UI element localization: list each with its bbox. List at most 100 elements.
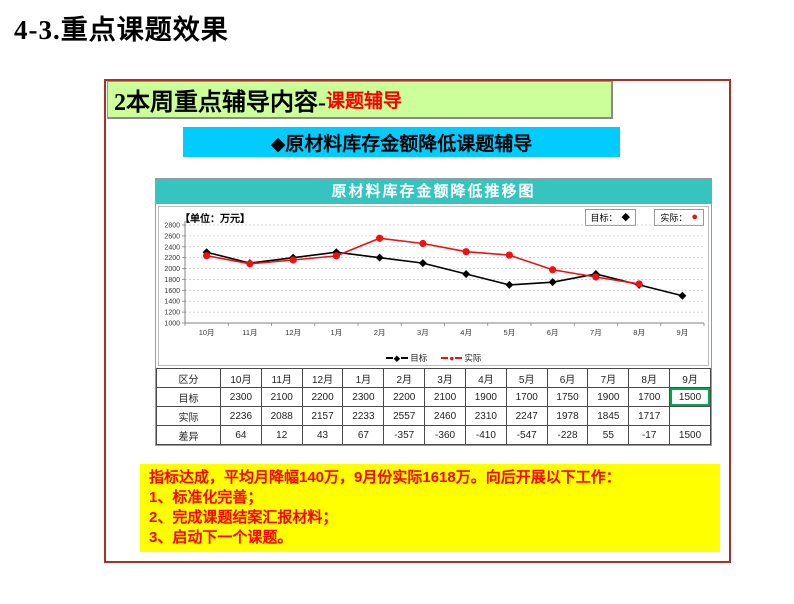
- table-cell: 1845: [587, 406, 630, 426]
- table-cell: 64: [220, 425, 262, 445]
- table-cell: 2200: [383, 387, 426, 407]
- unit-label: 【单位：万元】: [180, 214, 250, 225]
- actual-data-point: [203, 252, 211, 260]
- actual-circle-glyph-icon: ●: [449, 353, 455, 363]
- actual-data-point: [549, 266, 557, 274]
- table-cell: 12: [260, 425, 303, 445]
- table-cell: 2310: [464, 406, 507, 426]
- target-data-point: [548, 278, 557, 287]
- target-data-point: [505, 280, 514, 289]
- table-row-label: 实际: [156, 406, 221, 426]
- bottom-legend-target: ◆ 目标: [385, 352, 428, 364]
- table-header-cell: 11月: [260, 368, 303, 388]
- legend-actual: 实际： ●: [654, 209, 704, 226]
- y-tick-label: 1000: [164, 321, 180, 328]
- target-diamond-marker-icon: ◆: [621, 211, 630, 223]
- chart-bottom-legend: ◆ 目标 ● 实际: [159, 352, 708, 364]
- table-cell: 2300: [342, 387, 385, 407]
- table-cell: 1750: [546, 387, 589, 407]
- table-header-cell: 9月: [669, 368, 711, 388]
- table-header-cell: 10月: [220, 368, 262, 388]
- legend-actual-label: 实际：: [660, 213, 688, 223]
- x-tick-label: 11月: [242, 328, 257, 337]
- table-cell: 2300: [220, 387, 262, 407]
- x-tick-label: 6月: [547, 328, 559, 337]
- topic-title-bar: ◆原材料库存金额降低课题辅导: [183, 127, 620, 157]
- actual-data-point: [332, 252, 340, 260]
- table-row-label: 差异: [156, 425, 221, 445]
- x-tick-label: 1月: [331, 328, 343, 337]
- actual-line-icon: [455, 357, 463, 359]
- y-tick-label: 1200: [164, 310, 180, 317]
- table-header-cell: 8月: [628, 368, 671, 388]
- chart-block: 原材料库存金额降低推移图 【单位：万元】 目标： ◆ 实际： ● 1000 120…: [155, 178, 712, 446]
- bottom-legend-actual: ● 实际: [441, 352, 481, 364]
- plot-region: 【单位：万元】 目标： ◆ 实际： ● 1000 1200 1400 1600 1800…: [158, 206, 709, 366]
- table-cell: 2100: [260, 387, 303, 407]
- target-line-icon: [385, 357, 393, 359]
- x-tick-label: 2月: [374, 328, 386, 337]
- x-tick-label: 8月: [633, 328, 645, 337]
- table-cell: 2157: [301, 406, 344, 426]
- data-table-body: 区分 10月 11月 12月 1月 2月 3月 4月 5月 6月 7月 8月 9月 目标 2300 2100 2…: [156, 368, 711, 445]
- y-tick-label: 2400: [164, 244, 180, 251]
- table-header-cell: 4月: [464, 368, 507, 388]
- table-cell: -410: [464, 425, 507, 445]
- actual-data-point: [592, 273, 600, 281]
- table-header-cell: 5月: [505, 368, 548, 388]
- table-row: 实际 2236 2088 2157 2233 2557 2460 2310 2247 1978 18…: [156, 406, 711, 426]
- section-header: 2本周重点辅导内容- 课题辅导: [107, 81, 613, 119]
- target-diamond-glyph-icon: ◆: [393, 352, 401, 363]
- note-line-3: 2、完成课题结案汇报材料；: [149, 509, 338, 526]
- table-cell: 1700: [628, 387, 671, 407]
- target-data-point: [375, 253, 384, 262]
- legend-target-label: 目标：: [590, 213, 618, 223]
- note-line-1: 指标达成，平均月降幅140万，9月份实际1618万。向后开展以下工作：: [149, 469, 621, 486]
- content-panel: 2本周重点辅导内容- 课题辅导 ◆原材料库存金额降低课题辅导 原材料库存金额降低推…: [104, 79, 731, 563]
- legend-target: 目标： ◆: [584, 209, 636, 226]
- x-tick-label: 7月: [590, 328, 602, 337]
- table-header-cell: 3月: [424, 368, 466, 388]
- x-tick-label: 12月: [285, 328, 301, 337]
- actual-data-point: [376, 234, 384, 242]
- table-cell: 55: [587, 425, 630, 445]
- table-cell: 1978: [546, 406, 589, 426]
- note-line-2: 1、标准化完善；: [149, 489, 263, 506]
- table-cell: -228: [546, 425, 589, 445]
- y-tick-label: 2000: [164, 266, 180, 273]
- target-data-point: [678, 291, 687, 300]
- table-cell: -17: [628, 425, 671, 445]
- x-tick-label: 4月: [460, 328, 472, 337]
- table-cell: 2200: [301, 387, 344, 407]
- note-line-4: 3、启动下一个课题。: [149, 529, 293, 546]
- table-cell: 1717: [628, 406, 671, 426]
- chart-title: 原材料库存金额降低推移图: [156, 179, 711, 204]
- actual-data-point: [635, 280, 643, 288]
- bottom-legend-target-label: 目标: [410, 353, 428, 363]
- actual-data-point: [505, 251, 513, 259]
- table-header-cell: 2月: [383, 368, 426, 388]
- actual-data-point: [462, 248, 470, 256]
- table-corner-cell: 区分: [156, 368, 221, 388]
- table-cell: 2233: [342, 406, 385, 426]
- table-cell: 1500: [669, 425, 711, 445]
- table-cell: 43: [301, 425, 344, 445]
- x-tick-label: 9月: [677, 328, 689, 337]
- table-cell: [669, 406, 711, 426]
- table-row-label: 目标: [156, 387, 221, 407]
- section-header-text: 2本周重点辅导内容-: [114, 90, 326, 116]
- table-cell: 67: [342, 425, 385, 445]
- table-row: 差异 64 12 43 67 -357 -360 -410 -547 -228 55 -17 1500: [156, 425, 711, 445]
- table-header-cell: 7月: [587, 368, 630, 388]
- table-cell: 1900: [587, 387, 630, 407]
- table-cell: 2460: [424, 406, 466, 426]
- table-row: 目标 2300 2100 2200 2300 2200 2100 1900 1700 1750 19…: [156, 387, 711, 407]
- table-header-cell: 12月: [301, 368, 344, 388]
- page-title: 4-3.重点课题效果: [14, 15, 229, 45]
- x-tick-label: 5月: [504, 328, 516, 337]
- table-cell: -547: [505, 425, 548, 445]
- x-tick-label: 3月: [417, 328, 429, 337]
- table-cell: -357: [383, 425, 426, 445]
- table-cell: -360: [424, 425, 466, 445]
